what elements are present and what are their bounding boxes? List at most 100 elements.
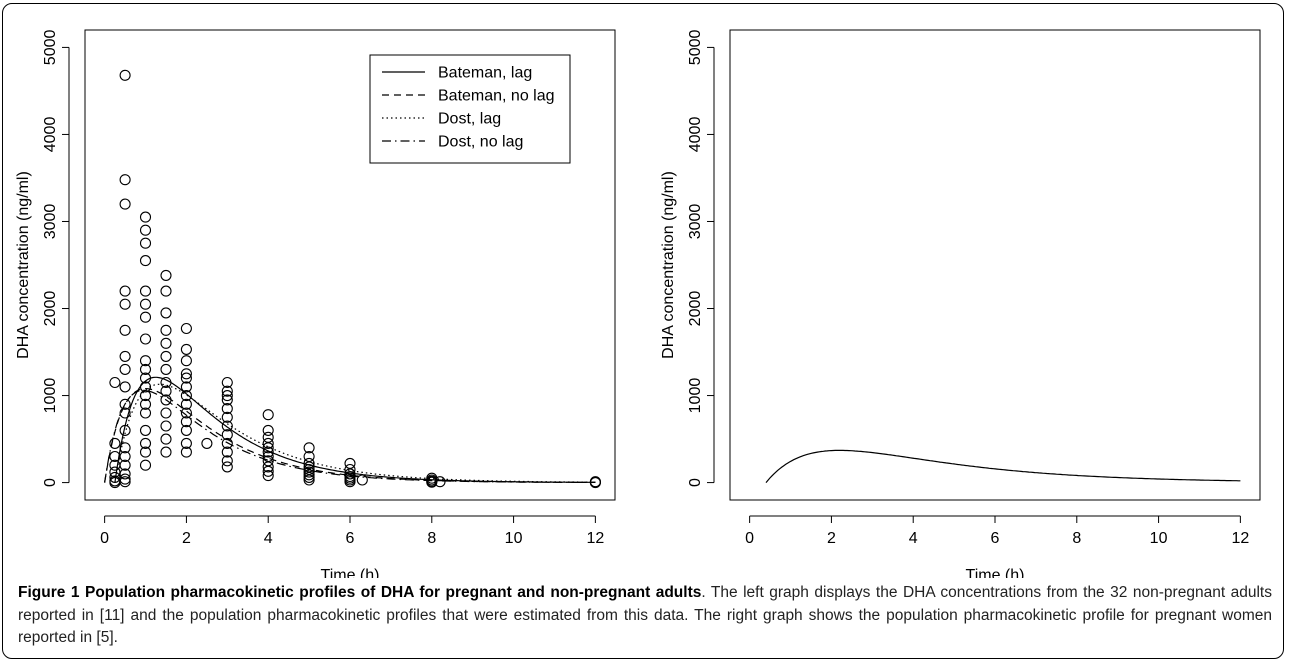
model-curves xyxy=(104,376,596,483)
data-point xyxy=(119,174,131,186)
data-point xyxy=(201,437,213,449)
y-tick-label: 2000 xyxy=(687,291,704,327)
x-tick-label: 4 xyxy=(264,530,273,547)
x-tick-label: 12 xyxy=(1231,530,1249,547)
data-point xyxy=(119,69,131,81)
data-point xyxy=(139,363,152,375)
data-point xyxy=(262,409,274,421)
legend: Bateman, lag Bateman, no lag Dost, lag Dost… xyxy=(369,54,571,164)
right-chart: 0 2 4 6 8 10 12 Time (h) 0 1000 2000 3000 4000 5000 DH… xyxy=(660,29,1261,578)
x-tick-label: 10 xyxy=(1150,530,1168,547)
x-tick-label: 2 xyxy=(182,530,191,547)
series-line-2 xyxy=(104,387,596,483)
data-point xyxy=(221,403,233,415)
data-point xyxy=(221,437,233,449)
data-point xyxy=(139,424,152,436)
x-tick-label: 0 xyxy=(100,530,109,547)
data-point xyxy=(221,376,233,389)
data-point xyxy=(119,350,131,362)
y-axis-label: DHA concentration (ng/ml) xyxy=(15,171,32,359)
y-tick-label: 1000 xyxy=(687,378,704,414)
series-line-1 xyxy=(765,449,1241,483)
data-point xyxy=(160,350,172,362)
y-tick-label: 4000 xyxy=(42,117,59,153)
y-tick-label: 0 xyxy=(687,478,704,487)
data-point xyxy=(119,476,131,488)
data-point xyxy=(139,298,152,310)
legend-label: Bateman, no lag xyxy=(438,88,555,105)
data-point xyxy=(119,473,131,485)
x-axis: 0 2 4 6 8 10 12 Time (h) xyxy=(745,515,1249,578)
data-point xyxy=(160,446,172,458)
x-tick-label: 12 xyxy=(586,530,604,547)
data-point xyxy=(180,343,192,355)
data-point xyxy=(262,470,274,482)
x-tick-label: 10 xyxy=(505,530,523,547)
data-point xyxy=(180,407,192,419)
data-point xyxy=(180,372,192,384)
data-point xyxy=(160,337,172,349)
data-point xyxy=(119,363,131,375)
series-line-3 xyxy=(114,383,596,483)
data-point xyxy=(221,420,233,432)
caption-text: . The left graph displays the DHA concen… xyxy=(18,584,1272,646)
data-point xyxy=(221,394,233,406)
data-point xyxy=(160,363,172,375)
data-point xyxy=(139,333,152,345)
y-tick-label: 3000 xyxy=(687,204,704,240)
data-point xyxy=(180,398,192,410)
data-point xyxy=(262,431,274,443)
data-point xyxy=(119,407,131,419)
y-axis: 0 1000 2000 3000 4000 5000 DHA concentration (… xyxy=(660,30,715,487)
y-tick-label: 5000 xyxy=(42,30,59,66)
series-line-4 xyxy=(104,389,596,483)
data-point xyxy=(221,446,233,458)
legend-label: Bateman, lag xyxy=(438,65,532,82)
x-tick-label: 2 xyxy=(827,530,836,547)
data-point xyxy=(160,420,172,432)
data-point xyxy=(303,442,315,454)
data-point xyxy=(139,311,152,323)
data-point xyxy=(119,198,131,210)
data-point xyxy=(119,324,131,336)
x-tick-label: 8 xyxy=(1072,530,1081,547)
data-point xyxy=(180,381,192,393)
legend-label: Dost, no lag xyxy=(438,134,523,151)
data-point xyxy=(119,381,131,393)
data-point xyxy=(139,437,152,449)
data-point xyxy=(160,324,172,336)
x-tick-label: 4 xyxy=(909,530,918,547)
data-point xyxy=(119,468,131,480)
left-chart: 0 2 4 6 8 10 12 Time (h) 0 1000 2000 3000 4000 5000 DH… xyxy=(15,29,616,578)
data-point xyxy=(180,424,192,436)
legend-box xyxy=(369,54,571,164)
y-axis-label: DHA concentration (ng/ml) xyxy=(660,171,677,359)
data-point xyxy=(119,459,131,471)
data-point xyxy=(139,355,152,367)
caption-title: Figure 1 Population pharmacokinetic prof… xyxy=(18,584,702,601)
plot-box xyxy=(84,29,616,501)
data-point xyxy=(109,437,121,449)
data-point xyxy=(180,416,192,428)
x-tick-label: 8 xyxy=(427,530,436,547)
figure-frame xyxy=(2,3,1284,659)
data-point xyxy=(119,298,131,310)
data-point xyxy=(180,437,192,449)
data-point xyxy=(221,461,233,473)
data-point xyxy=(262,455,274,467)
data-point xyxy=(434,476,446,488)
data-point xyxy=(139,224,152,236)
data-point xyxy=(119,450,131,463)
figure-caption: Figure 1 Population pharmacokinetic prof… xyxy=(18,582,1272,650)
x-tick-label: 6 xyxy=(991,530,1000,547)
x-tick-label: 0 xyxy=(745,530,754,547)
data-point xyxy=(303,466,315,478)
data-point xyxy=(262,446,274,458)
data-point xyxy=(160,269,172,281)
y-tick-label: 3000 xyxy=(42,204,59,240)
data-point xyxy=(180,322,192,335)
series-line-1 xyxy=(114,376,596,483)
y-tick-label: 1000 xyxy=(42,378,59,414)
legend-label: Dost, lag xyxy=(438,111,501,128)
